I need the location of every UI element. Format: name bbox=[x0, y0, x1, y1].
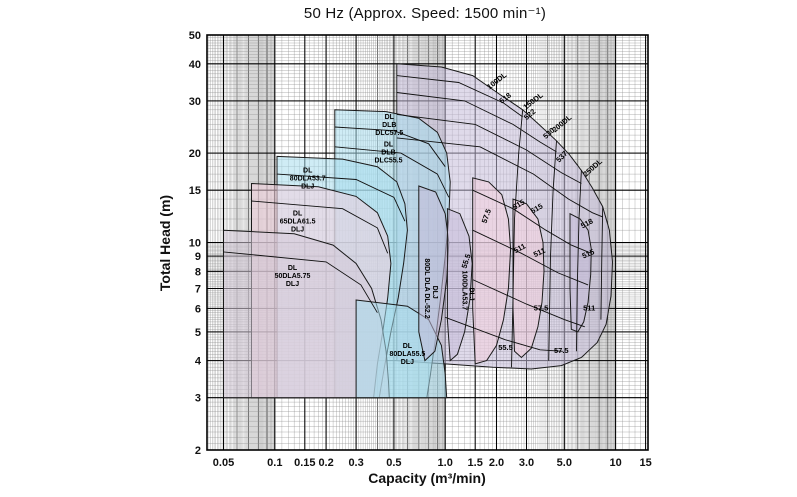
curve-dla50-inner bbox=[223, 251, 378, 313]
plot-border bbox=[206, 34, 649, 451]
curve-label: 55.5 bbox=[460, 253, 473, 270]
curve-band-57-5 bbox=[472, 279, 585, 328]
curve-dla80-inner bbox=[276, 173, 406, 222]
x-tick-label: 15 bbox=[639, 457, 651, 469]
region-mid-pink bbox=[472, 177, 512, 365]
y-tick-label: 50 bbox=[189, 30, 201, 42]
model-label: DLJ bbox=[468, 287, 475, 300]
model-label: DL 65DLA61.5 DLJ bbox=[280, 210, 316, 233]
curve-label: 57.5 bbox=[554, 346, 569, 355]
curve-band-3 bbox=[396, 113, 582, 184]
y-tick-label: 8 bbox=[195, 266, 201, 278]
x-tick-label: 0.05 bbox=[213, 457, 234, 469]
curve-divider-100dl bbox=[511, 109, 524, 368]
x-tick-labels: 0.05 0.1 0.15 0.2 0.3 0.5 1.0 1.5 2.0 3.0 5.0 10 15 bbox=[213, 457, 652, 469]
x-tick-label: 0.15 bbox=[294, 457, 315, 469]
curve-band-2 bbox=[396, 92, 557, 153]
model-label: DL 80DLA55.5 DLJ bbox=[390, 343, 426, 366]
model-label: DL DLB DLC57.5 bbox=[375, 114, 403, 137]
region-right-pink bbox=[512, 198, 545, 359]
y-tick-label: 10 bbox=[189, 238, 201, 250]
region-dl-80-narrow bbox=[418, 185, 450, 362]
y-tick-label: 7 bbox=[195, 284, 201, 296]
y-tick-label: 20 bbox=[189, 148, 201, 160]
model-labels: DL DLB DLC57.5 DL DLB DLC55.5 DL 80DLA53.7 DLJ DL… bbox=[275, 114, 475, 366]
x-tick-label: 3.0 bbox=[519, 457, 534, 469]
curve-divider-150dl bbox=[548, 140, 557, 361]
y-tick-label: 9 bbox=[195, 251, 201, 263]
model-label: DL DLB DLC55.5 bbox=[374, 141, 402, 164]
curve-label: 511 bbox=[583, 304, 595, 313]
x-tick-label: 0.3 bbox=[348, 457, 363, 469]
x-tick-label: 5.0 bbox=[557, 457, 572, 469]
y-tick-label: 3 bbox=[195, 393, 201, 405]
region-dla-100-narrow bbox=[446, 207, 473, 362]
chart-title: 50 Hz (Approx. Speed: 1500 min⁻¹) bbox=[303, 5, 547, 22]
curve-dlc-inner-2 bbox=[334, 146, 450, 198]
y-tick-label: 2 bbox=[195, 445, 201, 457]
pump-regions bbox=[223, 63, 614, 399]
curve-band-55-5 bbox=[445, 316, 563, 352]
curve-band-1 bbox=[396, 75, 523, 118]
y-tick-label: 40 bbox=[189, 59, 201, 71]
y-tick-label: 30 bbox=[189, 96, 201, 108]
x-tick-label: 10 bbox=[609, 457, 621, 469]
model-label: 100DLA53.7 bbox=[460, 270, 467, 310]
curve-dlc-inner-1 bbox=[334, 126, 446, 167]
x-tick-label: 2.0 bbox=[489, 457, 504, 469]
x-axis-title: Capacity (m³/min) bbox=[368, 470, 486, 486]
y-tick-label: 4 bbox=[195, 356, 202, 368]
x-tick-label: 0.5 bbox=[386, 457, 401, 469]
curve-label: 55.5 bbox=[498, 343, 513, 352]
curve-divider-200dl bbox=[576, 170, 582, 352]
model-label: DL 80DLA53.7 DLJ bbox=[290, 167, 326, 190]
model-label: 80DL DLA DL-52.2 bbox=[423, 258, 430, 318]
x-tick-label: 1.5 bbox=[468, 457, 483, 469]
curve-label: 57.5 bbox=[534, 304, 549, 313]
curve-band-511 bbox=[472, 229, 589, 286]
y-tick-labels: 2 3 4 5 6 7 8 910 15 20 30 40 50 bbox=[189, 30, 202, 457]
x-tick-label: 0.1 bbox=[267, 457, 282, 469]
performance-curves bbox=[223, 75, 604, 368]
curve-dla65-inner bbox=[251, 200, 389, 254]
curve-band-4 bbox=[396, 137, 603, 218]
curve-divider-250dl bbox=[600, 206, 604, 320]
x-tick-label: 1.0 bbox=[438, 457, 453, 469]
region-right-lavender-small bbox=[569, 212, 592, 333]
y-tick-label: 5 bbox=[195, 327, 201, 339]
model-label: DLJ bbox=[431, 286, 438, 299]
model-label: DL 50DLA5.75 DLJ bbox=[275, 265, 311, 288]
x-tick-label: 0.2 bbox=[318, 457, 333, 469]
y-tick-label: 15 bbox=[189, 185, 201, 197]
y-tick-label: 6 bbox=[195, 303, 201, 315]
